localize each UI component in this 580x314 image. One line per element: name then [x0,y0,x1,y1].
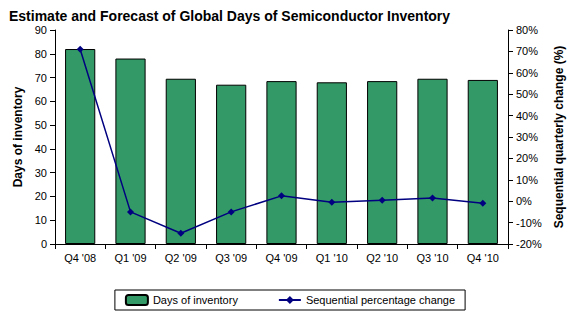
svg-text:Q4 '08: Q4 '08 [64,252,96,264]
svg-text:30: 30 [35,167,47,179]
svg-text:10%: 10% [516,174,538,186]
svg-text:70%: 70% [516,45,538,57]
svg-text:Days of inventory: Days of inventory [153,294,238,306]
svg-text:20%: 20% [516,152,538,164]
svg-text:Q3 '10: Q3 '10 [416,252,448,264]
svg-text:Sequential quarterly change (%: Sequential quarterly change (%) [552,46,566,229]
svg-text:40: 40 [35,143,47,155]
svg-text:10: 10 [35,214,47,226]
svg-text:0%: 0% [516,195,532,207]
svg-text:50: 50 [35,119,47,131]
svg-text:60: 60 [35,95,47,107]
svg-text:Q1 '10: Q1 '10 [316,252,348,264]
svg-text:60%: 60% [516,67,538,79]
svg-text:Q1 '09: Q1 '09 [114,252,146,264]
svg-text:20: 20 [35,190,47,202]
svg-text:0: 0 [41,238,47,250]
svg-text:Q2 '10: Q2 '10 [366,252,398,264]
svg-text:-20%: -20% [516,238,542,250]
svg-text:Estimate and Forecast of Globa: Estimate and Forecast of Global Days of … [9,8,450,24]
svg-text:Days of inventory: Days of inventory [11,86,25,187]
svg-text:Q2 '09: Q2 '09 [165,252,197,264]
svg-text:90: 90 [35,24,47,36]
svg-text:Q3 '09: Q3 '09 [215,252,247,264]
svg-text:30%: 30% [516,131,538,143]
svg-text:-10%: -10% [516,217,542,229]
svg-text:70: 70 [35,72,47,84]
svg-text:Q4 '10: Q4 '10 [467,252,499,264]
svg-text:50%: 50% [516,88,538,100]
svg-text:80: 80 [35,48,47,60]
svg-text:Q4 '09: Q4 '09 [265,252,297,264]
svg-text:80%: 80% [516,24,538,36]
svg-text:40%: 40% [516,110,538,122]
svg-text:Sequential percentage change: Sequential percentage change [306,294,455,306]
